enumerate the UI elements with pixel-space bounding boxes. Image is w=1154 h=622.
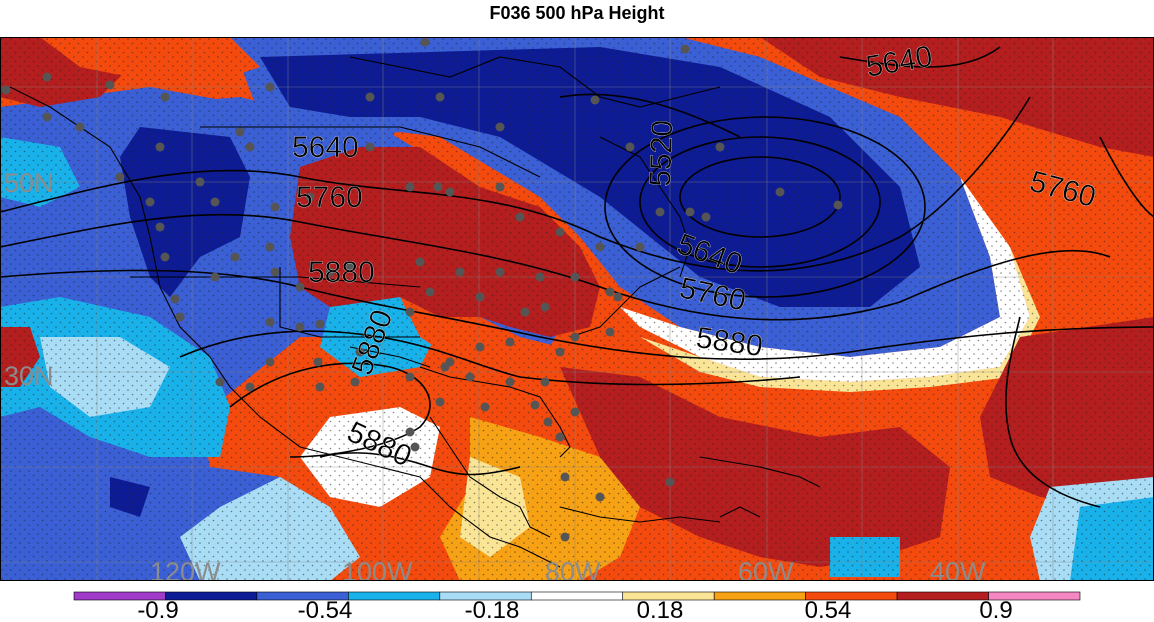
- lon-label: 120W: [150, 557, 221, 581]
- height-contours: [0, 46, 1154, 508]
- colorbar-tick-label: 0.18: [637, 597, 684, 622]
- colorbar-swatch: [896, 591, 989, 601]
- shaded-field: [0, 37, 1154, 581]
- colorbar: -0.9 -0.54 -0.18 0.18 0.54 0.9: [73, 591, 1081, 622]
- colorbar-ticks: -0.9 -0.54 -0.18 0.18 0.54 0.9: [137, 597, 1012, 622]
- lon-label: 100W: [342, 557, 413, 581]
- colorbar-swatch: [530, 591, 624, 601]
- colorbar-tick-label: 0.54: [805, 597, 852, 622]
- colorbar-swatch: [988, 591, 1081, 601]
- lon-label: 60W: [738, 557, 794, 581]
- colorbar-tick-label: -0.54: [298, 597, 353, 622]
- weather-map: 5520 5640 5640 5640 5760 5760 5760 5880 …: [0, 37, 1154, 581]
- contour-label: 5640: [292, 131, 359, 164]
- colorbar-swatches: [73, 591, 1081, 601]
- colorbar-tick-label: 0.9: [979, 597, 1012, 622]
- lon-label: 40W: [930, 557, 986, 581]
- contour-label: 5760: [296, 181, 363, 214]
- station-markers: [1, 37, 843, 542]
- contour-label: 5880: [694, 321, 765, 363]
- colorbar-swatch: [713, 591, 806, 601]
- colorbar-tick-label: -0.9: [137, 597, 178, 622]
- colorbar-swatch: [348, 591, 441, 601]
- chart-title: F036 500 hPa Height: [489, 3, 665, 23]
- lat-label: 30N: [4, 361, 54, 391]
- contour-label: 5880: [308, 256, 375, 289]
- lon-label: 80W: [545, 557, 601, 581]
- contour-label: 5520: [644, 119, 679, 187]
- axis-labels: 50N 30N 120W 100W 80W 60W 40W: [4, 168, 986, 581]
- colorbar-tick-label: -0.18: [465, 597, 520, 622]
- lat-label: 50N: [4, 168, 54, 198]
- colorbar-swatch: [165, 591, 258, 601]
- coastlines: [9, 56, 821, 568]
